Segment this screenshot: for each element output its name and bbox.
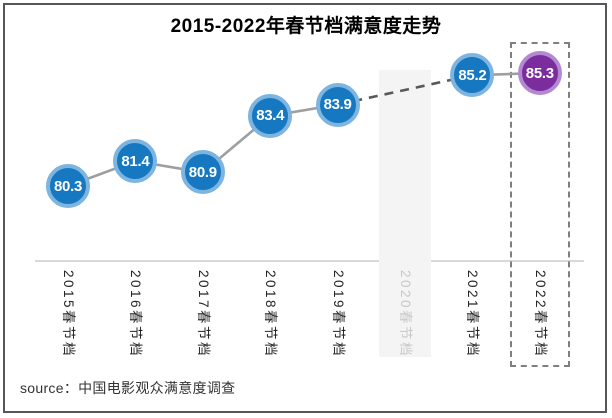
x-axis-label: 2015春节档: [61, 270, 76, 359]
data-point-value: 85.3: [525, 64, 554, 82]
x-axis-line: [35, 260, 584, 262]
data-point-value: 81.4: [121, 152, 150, 170]
data-point: 80.9: [180, 150, 225, 195]
x-axis-label: 2016春节档: [128, 270, 144, 359]
data-point: 85.3: [517, 51, 562, 95]
highlight-dashed-box: [509, 42, 570, 367]
missing-data-band: [379, 70, 431, 357]
data-point-value: 83.9: [323, 96, 352, 114]
data-point-value: 83.4: [256, 107, 285, 125]
data-point: 83.4: [248, 93, 293, 138]
data-point: 85.2: [450, 53, 495, 98]
x-axis-label: 2020春节档: [398, 270, 413, 359]
x-axis-label: 2021春节档: [465, 270, 481, 359]
data-point-value: 80.9: [188, 163, 217, 181]
data-point: 81.4: [113, 139, 158, 184]
data-point: 83.9: [315, 82, 360, 127]
source-note: source：中国电影观众满意度调查: [20, 380, 236, 396]
x-axis-label: 2022春节档: [532, 270, 548, 359]
x-axis-label: 2018春节档: [263, 270, 279, 359]
data-point-value: 80.3: [54, 177, 82, 195]
chart-title: 2015-2022年春节档满意度走势: [170, 16, 442, 37]
x-axis-label: 2019春节档: [330, 270, 346, 359]
data-point-value: 85.2: [458, 66, 487, 84]
x-axis-label: 2017春节档: [195, 270, 211, 359]
data-point: 80.3: [46, 164, 90, 208]
